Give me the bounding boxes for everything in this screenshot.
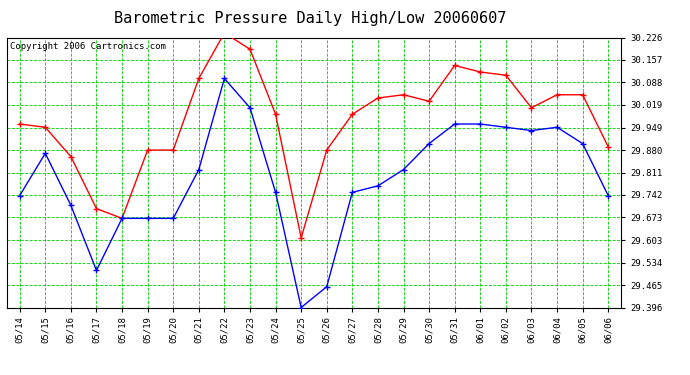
Text: Barometric Pressure Daily High/Low 20060607: Barometric Pressure Daily High/Low 20060…	[115, 11, 506, 26]
Text: Copyright 2006 Cartronics.com: Copyright 2006 Cartronics.com	[10, 42, 166, 51]
